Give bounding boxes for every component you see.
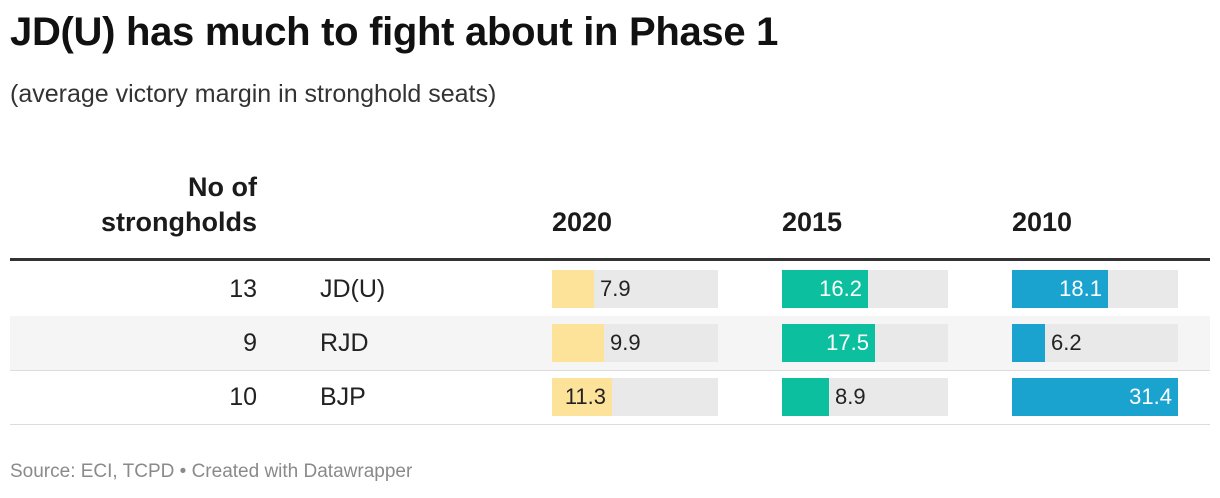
bar-track-2020: 7.9 (552, 270, 718, 308)
bar-value-label: 8.9 (835, 384, 866, 409)
bar-2020 (552, 378, 612, 416)
bar-value-label: 6.2 (1051, 330, 1082, 355)
bar-value-label: 11.3 (564, 384, 606, 409)
party-name: RJD (320, 329, 369, 357)
bar-2015 (782, 378, 829, 416)
party-name: BJP (320, 383, 366, 411)
bar-track-2010: 6.2 (1012, 324, 1178, 362)
bar-value-label: 9.9 (610, 330, 641, 355)
bar-2010 (1012, 270, 1108, 308)
header-strongholds-line1: No of (188, 172, 257, 202)
bar-track-2015: 8.9 (782, 378, 948, 416)
header-year-2015: 2015 (782, 207, 843, 237)
header-year-2010: 2010 (1012, 207, 1073, 237)
stronghold-count: 9 (243, 329, 257, 357)
bar-2015 (782, 324, 875, 362)
bar-track-2020: 11.3 (552, 378, 718, 416)
table-row: 9 RJD 9.9 17.5 6.2 (10, 316, 1210, 371)
bar-value-label: 16.2 (819, 276, 862, 301)
table-row: 13 JD(U) 7.9 16.2 18.1 (10, 262, 1210, 317)
bar-track-2020: 9.9 (552, 324, 718, 362)
chart-subtitle: (average victory margin in stronghold se… (10, 80, 497, 108)
bar-2020 (552, 270, 594, 308)
bar-2010 (1012, 378, 1178, 416)
bar-value-label: 7.9 (600, 276, 631, 301)
table-row: 10 BJP 11.3 8.9 31.4 (10, 370, 1210, 425)
bar-track-2010: 18.1 (1012, 270, 1178, 308)
bar-2010 (1012, 324, 1045, 362)
bar-value-label: 17.5 (826, 330, 869, 355)
stronghold-count: 10 (229, 383, 257, 411)
party-name: JD(U) (320, 275, 386, 303)
header-strongholds-line2: strongholds (101, 207, 257, 237)
header-rule (10, 258, 1210, 261)
bar-track-2015: 16.2 (782, 270, 948, 308)
bar-value-label: 18.1 (1059, 276, 1102, 301)
bar-2020 (552, 324, 604, 362)
bar-track-2010: 31.4 (1012, 378, 1178, 416)
header-strongholds: No of strongholds (101, 170, 257, 240)
bar-value-label: 31.4 (1129, 384, 1172, 409)
chart-title: JD(U) has much to fight about in Phase 1 (10, 10, 779, 54)
header-year-2020: 2020 (552, 207, 613, 237)
bar-track-2015: 17.5 (782, 324, 948, 362)
source-note: Source: ECI, TCPD • Created with Datawra… (10, 461, 413, 482)
bar-2015 (782, 270, 868, 308)
stronghold-count: 13 (229, 275, 257, 303)
